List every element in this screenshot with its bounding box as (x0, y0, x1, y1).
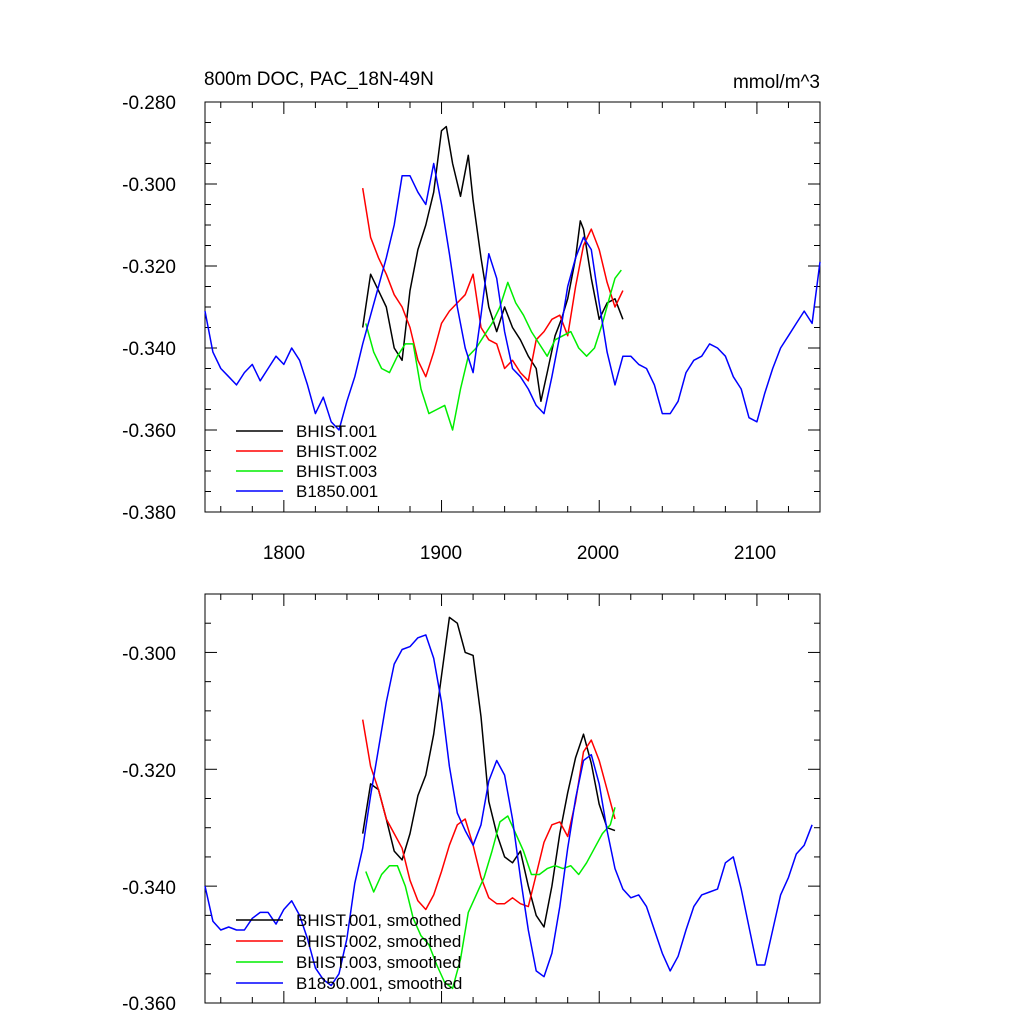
top-series-lines (204, 125, 821, 431)
top-x-tick-labels: 1800 1900 2000 2100 (263, 543, 776, 564)
legend-label: B1850.001, smoothed (296, 974, 462, 993)
bottom-axis-ticks (205, 593, 821, 1004)
bottom-legend: BHIST.001, smoothed BHIST.002, smoothed … (236, 911, 462, 993)
series-line-b1850-001 (204, 162, 821, 431)
top-y-tick-label: -0.340 (122, 339, 176, 360)
top-chart-panel: 800m DOC, PAC_18N-49N mmol/m^3 -0.280 -0… (122, 69, 821, 564)
bottom-y-tick-label: -0.360 (122, 994, 176, 1015)
bottom-y-tick-label: -0.320 (122, 761, 176, 782)
bottom-y-tick-label: -0.300 (122, 644, 176, 665)
top-x-tick-label: 1900 (420, 543, 462, 564)
bottom-series-lines (204, 616, 813, 990)
series-line-bhist-003 (365, 269, 622, 431)
series-line-bhist-003-smoothed (365, 807, 616, 990)
top-y-tick-label: -0.320 (122, 257, 176, 278)
top-y-tick-labels: -0.280 -0.300 -0.320 -0.340 -0.360 -0.38… (122, 93, 176, 524)
top-legend: BHIST.001 BHIST.002 BHIST.003 B1850.001 (236, 422, 378, 501)
top-y-tick-label: -0.360 (122, 421, 176, 442)
legend-label: B1850.001 (296, 482, 378, 501)
series-line-bhist-001-smoothed (361, 616, 616, 928)
bottom-chart-panel: -0.300 -0.320 -0.340 -0.360 BHIST.001, s… (122, 593, 821, 1015)
series-line-b1850-001-smoothed (204, 634, 813, 987)
top-chart-title: 800m DOC, PAC_18N-49N (204, 69, 434, 90)
top-x-tick-label: 1800 (263, 543, 305, 564)
top-axis-ticks (205, 101, 821, 513)
top-chart-units: mmol/m^3 (733, 72, 820, 93)
legend-label: BHIST.002, smoothed (296, 932, 461, 951)
legend-label: BHIST.001, smoothed (296, 911, 461, 930)
series-line-bhist-001 (361, 125, 624, 403)
series-line-bhist-002-smoothed (361, 719, 616, 911)
top-y-tick-label: -0.280 (122, 93, 176, 114)
top-y-tick-label: -0.380 (122, 503, 176, 524)
legend-label: BHIST.002 (296, 442, 377, 461)
legend-label: BHIST.003 (296, 462, 377, 481)
top-y-tick-label: -0.300 (122, 175, 176, 196)
bottom-y-tick-label: -0.340 (122, 878, 176, 899)
bottom-y-tick-labels: -0.300 -0.320 -0.340 -0.360 (122, 644, 176, 1015)
top-x-tick-label: 2000 (577, 543, 619, 564)
legend-label: BHIST.001 (296, 422, 377, 441)
legend-label: BHIST.003, smoothed (296, 953, 461, 972)
top-x-tick-label: 2100 (734, 543, 776, 564)
series-line-bhist-002 (361, 187, 624, 382)
